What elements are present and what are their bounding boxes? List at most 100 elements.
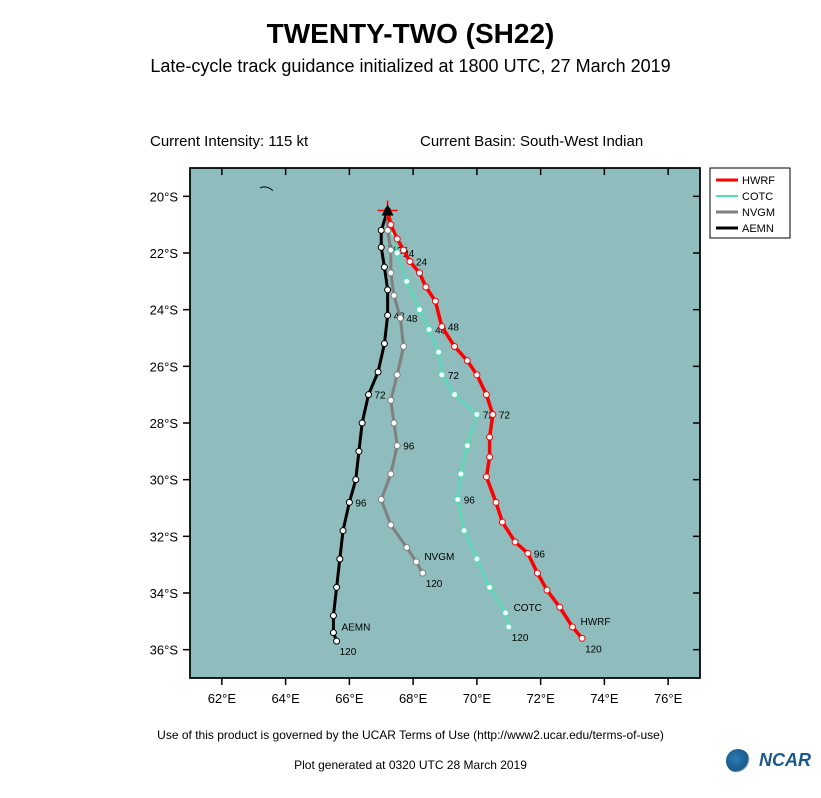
track-marker — [512, 539, 518, 545]
track-marker — [464, 443, 470, 449]
track-marker — [493, 499, 499, 505]
track-label: HWRF — [581, 617, 611, 628]
track-marker — [391, 293, 397, 299]
track-label: 96 — [464, 496, 476, 507]
track-label: 72 — [448, 371, 460, 382]
x-tick-label: 76°E — [654, 691, 683, 706]
track-marker — [503, 610, 509, 616]
track-marker — [499, 519, 505, 525]
track-marker — [404, 278, 410, 284]
track-marker — [407, 259, 413, 265]
track-marker — [391, 420, 397, 426]
y-tick-label: 26°S — [150, 359, 179, 374]
x-tick-label: 66°E — [335, 691, 364, 706]
track-marker — [394, 250, 400, 256]
subtitle: Late-cycle track guidance initialized at… — [0, 56, 821, 77]
track-marker — [340, 528, 346, 534]
ncar-label: NCAR — [759, 750, 811, 770]
x-tick-label: 72°E — [526, 691, 555, 706]
track-marker — [483, 392, 489, 398]
legend-label: NVGM — [742, 207, 775, 219]
track-marker — [334, 638, 340, 644]
y-tick-label: 32°S — [150, 529, 179, 544]
track-marker — [557, 604, 563, 610]
track-marker — [359, 420, 365, 426]
track-marker — [487, 454, 493, 460]
x-tick-label: 68°E — [399, 691, 428, 706]
track-marker — [426, 327, 432, 333]
track-marker — [487, 584, 493, 590]
track-marker — [353, 477, 359, 483]
track-marker — [337, 556, 343, 562]
track-marker — [487, 434, 493, 440]
track-marker — [420, 570, 426, 576]
track-marker — [397, 315, 403, 321]
track-marker — [452, 392, 458, 398]
track-marker — [388, 522, 394, 528]
track-marker — [534, 570, 540, 576]
track-marker — [401, 344, 407, 350]
current-basin: Current Basin: South-West Indian — [420, 133, 643, 150]
track-marker — [423, 284, 429, 290]
y-tick-label: 36°S — [150, 643, 179, 658]
y-tick-label: 20°S — [150, 189, 179, 204]
track-marker — [394, 236, 400, 242]
ncar-logo: NCAR — [726, 749, 811, 773]
track-marker — [464, 358, 470, 364]
track-label: 120 — [340, 647, 357, 658]
track-marker — [330, 630, 336, 636]
track-marker — [401, 247, 407, 253]
plot-area — [190, 168, 700, 678]
track-marker — [455, 497, 461, 503]
y-tick-label: 22°S — [150, 246, 179, 261]
x-tick-label: 70°E — [463, 691, 492, 706]
y-tick-label: 28°S — [150, 416, 179, 431]
track-label: 48 — [448, 323, 460, 334]
track-marker — [439, 324, 445, 330]
track-marker — [388, 222, 394, 228]
track-label: COTC — [514, 603, 542, 614]
y-tick-label: 34°S — [150, 586, 179, 601]
track-marker — [381, 341, 387, 347]
track-marker — [381, 264, 387, 270]
track-marker — [375, 369, 381, 375]
track-marker — [378, 497, 384, 503]
track-marker — [413, 559, 419, 565]
track-label: 96 — [534, 549, 546, 560]
track-marker — [385, 312, 391, 318]
track-label: AEMN — [341, 623, 370, 634]
track-marker — [388, 270, 394, 276]
track-marker — [474, 412, 480, 418]
legend-label: COTC — [742, 191, 773, 203]
track-marker — [417, 270, 423, 276]
track-marker — [388, 247, 394, 253]
track-label: 48 — [406, 314, 418, 325]
track-marker — [330, 613, 336, 619]
track-label: 120 — [512, 633, 529, 644]
track-label: 72 — [499, 411, 511, 422]
track-marker — [394, 372, 400, 378]
track-label: NVGM — [424, 552, 454, 563]
track-marker — [483, 474, 489, 480]
x-tick-label: 74°E — [590, 691, 619, 706]
track-chart: 62°E 64°E 66°E 68°E 70°E 72°E 74°E 76°E 20°S 22°S… — [0, 158, 821, 718]
track-marker — [404, 545, 410, 551]
track-marker — [525, 550, 531, 556]
track-label: 120 — [585, 644, 602, 655]
legend-label: AEMN — [742, 223, 774, 235]
track-label: 72 — [375, 391, 387, 402]
track-marker — [334, 584, 340, 590]
track-marker — [417, 307, 423, 313]
current-intensity: Current Intensity: 115 kt — [150, 133, 308, 150]
x-tick-label: 64°E — [271, 691, 300, 706]
track-label: 96 — [403, 442, 415, 453]
track-marker — [378, 227, 384, 233]
y-tick-label: 30°S — [150, 473, 179, 488]
track-marker — [436, 349, 442, 355]
track-marker — [356, 448, 362, 454]
track-marker — [506, 624, 512, 630]
track-label: 96 — [355, 498, 367, 509]
track-marker — [388, 471, 394, 477]
x-tick-label: 62°E — [208, 691, 237, 706]
track-label: 120 — [426, 579, 443, 590]
